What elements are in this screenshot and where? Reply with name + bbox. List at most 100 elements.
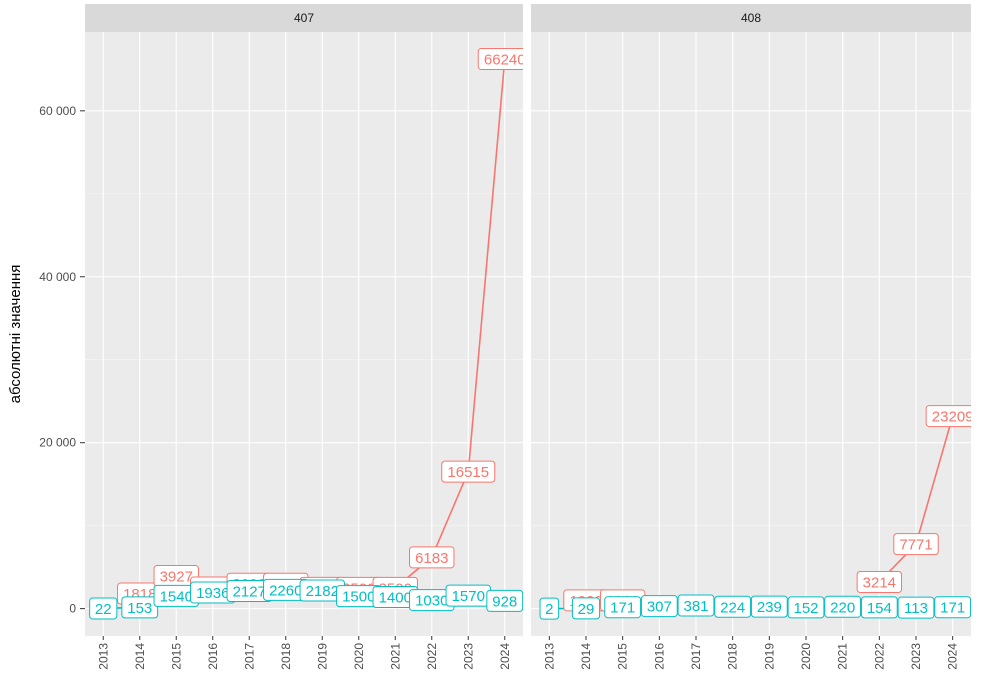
data-label-text: 928 xyxy=(492,593,517,610)
data-label-box xyxy=(640,595,678,618)
x-tick-label: 2022 xyxy=(872,643,886,670)
data-label: 29 xyxy=(571,597,601,620)
data-label: 1030 xyxy=(409,589,455,612)
data-label: 2260 xyxy=(263,578,309,601)
data-label: 307 xyxy=(640,595,678,618)
data-label-text: 307 xyxy=(647,599,672,616)
data-label-box xyxy=(893,533,939,556)
data-label-text: 3927 xyxy=(160,569,193,586)
x-tick-label: 2022 xyxy=(425,643,439,670)
facet-panels: 407 2013 2014 2015 2016 2017 2018 2019 2020 2021 2… xyxy=(85,4,974,670)
data-label: 3927 xyxy=(153,565,199,588)
data-label-text: 1030 xyxy=(415,593,448,610)
data-label: 171 xyxy=(604,596,642,619)
data-label-text: 66240 xyxy=(484,52,526,69)
x-tick-label: 2023 xyxy=(461,643,475,670)
x-tick-label: 2015 xyxy=(169,643,183,670)
data-label: 1400 xyxy=(372,586,418,609)
data-label-text: 2182 xyxy=(306,583,339,600)
data-label-box xyxy=(787,596,825,619)
data-label: 7771 xyxy=(893,533,939,556)
data-label-text: 7771 xyxy=(899,537,932,554)
data-label-box xyxy=(604,596,642,619)
data-label: 3214 xyxy=(856,570,903,593)
x-tick-label: 2019 xyxy=(762,643,776,670)
data-label-text: 6183 xyxy=(415,550,448,567)
data-label: 1570 xyxy=(445,584,491,607)
data-label: 2 xyxy=(539,597,560,620)
data-label-text: 1400 xyxy=(379,590,412,607)
data-label: 220 xyxy=(824,595,862,618)
data-label: 23209 xyxy=(925,405,974,428)
data-label-box xyxy=(121,596,159,619)
data-label-box xyxy=(486,589,523,612)
data-label-text: 23209 xyxy=(932,409,974,426)
x-tick-label: 2020 xyxy=(352,643,366,670)
data-label-box xyxy=(925,405,971,428)
facet-strip xyxy=(531,4,971,32)
data-label-text: 113 xyxy=(904,600,928,617)
data-label: 1540 xyxy=(153,584,199,607)
y-tick-label: 0 xyxy=(69,602,76,616)
data-label-box xyxy=(571,597,601,620)
y-tick-label: 60 000 xyxy=(39,104,76,118)
data-label: 1936 xyxy=(190,581,236,604)
data-label: 16515 xyxy=(441,460,496,483)
data-label-text: 1936 xyxy=(196,585,229,602)
data-label: 2182 xyxy=(299,579,345,602)
data-label: 153 xyxy=(121,596,159,619)
plot-background xyxy=(85,32,523,636)
data-label-box xyxy=(934,596,971,619)
data-label-text: 381 xyxy=(683,598,708,615)
data-labels: 1818392725503000300025002500250061831651… xyxy=(89,48,526,620)
facet-strip xyxy=(85,4,523,32)
data-label: 6183 xyxy=(409,546,455,569)
data-label: 224 xyxy=(714,595,752,618)
data-label-text: 171 xyxy=(610,600,635,617)
data-label: 66240 xyxy=(477,48,526,71)
data-label: 22 xyxy=(89,597,118,620)
data-label-text: 154 xyxy=(867,600,892,617)
data-label-text: 2 xyxy=(545,601,553,618)
x-tick-label: 2023 xyxy=(909,643,923,670)
x-tick-label: 2018 xyxy=(726,643,740,670)
data-label-box xyxy=(824,595,862,618)
data-label-box xyxy=(750,595,788,618)
x-tick-label: 2020 xyxy=(799,643,813,670)
x-tick-label: 2021 xyxy=(836,643,850,670)
data-label-text: 224 xyxy=(720,599,745,616)
x-tick-label: 2017 xyxy=(689,643,703,670)
x-tick-label: 2015 xyxy=(616,643,630,670)
facet-strip-label: 408 xyxy=(741,11,761,25)
facet-strip-label: 407 xyxy=(294,11,314,25)
x-tick-label: 2014 xyxy=(133,643,147,670)
data-label-text: 3214 xyxy=(863,574,896,591)
x-tick-label: 2017 xyxy=(242,643,256,670)
data-label: 928 xyxy=(486,589,523,612)
data-label-box xyxy=(677,594,715,617)
data-label-box xyxy=(441,460,496,483)
data-label: 239 xyxy=(750,595,788,618)
x-tick-label: 2016 xyxy=(206,643,220,670)
data-labels: 1000100032147771232092291713073812242391… xyxy=(539,405,974,620)
x-tick-label: 2013 xyxy=(96,643,110,670)
data-label-box xyxy=(856,570,903,593)
data-label-box xyxy=(409,546,455,569)
data-label-text: 29 xyxy=(578,601,595,618)
data-label: 1500 xyxy=(336,585,382,608)
x-tick-label: 2018 xyxy=(279,643,293,670)
data-label: 154 xyxy=(860,596,898,619)
data-label-text: 2260 xyxy=(269,582,302,599)
x-tick-label: 2024 xyxy=(946,643,960,670)
y-tick-label: 20 000 xyxy=(39,436,76,450)
data-label-box xyxy=(477,48,523,71)
data-label-box xyxy=(897,596,935,619)
x-tick-label: 2013 xyxy=(542,643,556,670)
data-label-box xyxy=(714,595,752,618)
data-label-text: 239 xyxy=(757,599,782,616)
data-label-box xyxy=(860,596,898,619)
data-label: 113 xyxy=(897,596,935,619)
y-axis-title: абсолютні значення xyxy=(7,265,24,404)
data-label-text: 1540 xyxy=(160,588,193,605)
